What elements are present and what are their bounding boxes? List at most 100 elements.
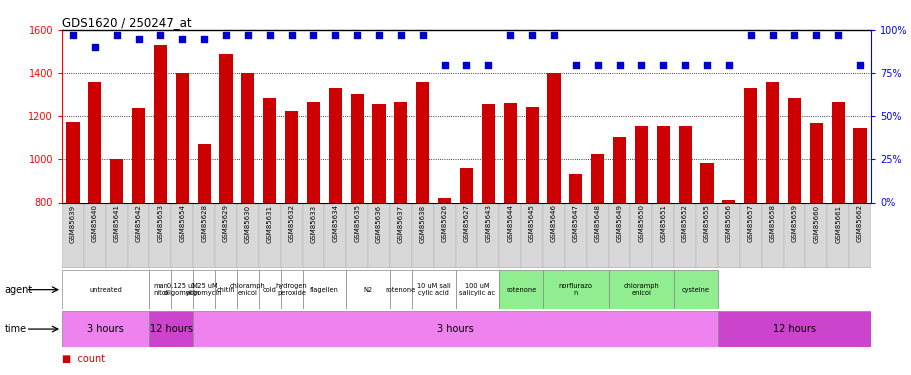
Bar xyxy=(328,88,342,202)
Point xyxy=(721,62,735,68)
Point xyxy=(109,32,124,38)
Point xyxy=(655,62,670,68)
Text: GSM85647: GSM85647 xyxy=(572,204,578,243)
Bar xyxy=(193,311,717,347)
Bar xyxy=(128,202,149,268)
Bar xyxy=(476,202,498,268)
Point xyxy=(633,62,648,68)
Point xyxy=(742,32,757,38)
Point xyxy=(241,32,255,38)
Bar xyxy=(215,270,237,309)
Bar xyxy=(132,108,145,202)
Point xyxy=(262,32,277,38)
Bar xyxy=(171,202,193,268)
Text: GSM85636: GSM85636 xyxy=(375,204,382,243)
Bar xyxy=(412,270,456,309)
Bar xyxy=(456,270,498,309)
Text: GSM85650: GSM85650 xyxy=(638,204,644,243)
Text: 0.125 uM
oligomycin: 0.125 uM oligomycin xyxy=(164,283,200,296)
Text: GSM85629: GSM85629 xyxy=(223,204,229,243)
Bar xyxy=(542,202,564,268)
Bar xyxy=(695,202,717,268)
Bar xyxy=(237,270,259,309)
Bar xyxy=(390,270,412,309)
Point xyxy=(175,36,189,42)
Bar xyxy=(456,202,476,268)
Point xyxy=(197,36,211,42)
Bar xyxy=(412,202,434,268)
Point xyxy=(677,62,691,68)
Bar xyxy=(176,73,189,202)
Point xyxy=(284,32,299,38)
Bar xyxy=(350,94,363,202)
Bar xyxy=(826,202,848,268)
Bar xyxy=(415,82,429,203)
Text: time: time xyxy=(5,324,26,334)
Bar xyxy=(678,126,691,202)
Text: flagellen: flagellen xyxy=(310,286,339,292)
Text: GSM85631: GSM85631 xyxy=(266,204,272,243)
Bar xyxy=(437,198,451,202)
Point xyxy=(372,32,386,38)
Text: GSM85652: GSM85652 xyxy=(681,204,688,242)
Bar xyxy=(149,311,193,347)
Text: GSM85643: GSM85643 xyxy=(485,204,491,243)
Point xyxy=(764,32,779,38)
Bar xyxy=(302,270,346,309)
Text: GSM85626: GSM85626 xyxy=(441,204,447,243)
Text: chloramph
enicol: chloramph enicol xyxy=(230,283,265,296)
Text: GSM85659: GSM85659 xyxy=(791,204,796,243)
Text: cold: cold xyxy=(262,286,276,292)
Bar xyxy=(372,104,385,202)
Text: GSM85654: GSM85654 xyxy=(179,204,185,242)
Bar xyxy=(481,104,495,202)
Bar xyxy=(154,45,167,203)
Text: GSM85648: GSM85648 xyxy=(594,204,600,243)
Text: GDS1620 / 250247_at: GDS1620 / 250247_at xyxy=(62,16,191,29)
Bar xyxy=(67,122,79,202)
Text: GSM85655: GSM85655 xyxy=(703,204,709,242)
Bar xyxy=(263,98,276,202)
Text: GSM85633: GSM85633 xyxy=(310,204,316,243)
Bar xyxy=(285,111,298,202)
Text: GSM85641: GSM85641 xyxy=(114,204,119,243)
Bar xyxy=(568,174,582,202)
Bar xyxy=(306,102,320,202)
Text: GSM85628: GSM85628 xyxy=(201,204,207,243)
Point xyxy=(131,36,146,42)
Text: cysteine: cysteine xyxy=(681,286,710,292)
Bar xyxy=(564,202,586,268)
Bar xyxy=(434,202,456,268)
Point xyxy=(611,62,626,68)
Text: GSM85662: GSM85662 xyxy=(856,204,862,243)
Bar xyxy=(853,128,865,202)
Point xyxy=(852,62,866,68)
Bar xyxy=(149,270,171,309)
Point xyxy=(415,32,430,38)
Bar xyxy=(608,202,630,268)
Bar xyxy=(220,54,232,202)
Bar xyxy=(198,144,210,202)
Text: GSM85639: GSM85639 xyxy=(70,204,76,243)
Point xyxy=(153,32,168,38)
Text: agent: agent xyxy=(5,285,33,295)
Bar xyxy=(368,202,390,268)
Bar xyxy=(88,82,101,203)
Point xyxy=(437,62,452,68)
Point xyxy=(524,32,538,38)
Bar xyxy=(656,126,669,202)
Text: 100 uM
salicylic ac: 100 uM salicylic ac xyxy=(459,283,495,296)
Bar xyxy=(215,202,237,268)
Bar xyxy=(324,202,346,268)
Bar xyxy=(62,311,149,347)
Bar xyxy=(525,106,538,202)
Text: GSM85646: GSM85646 xyxy=(550,204,557,243)
Bar xyxy=(498,270,542,309)
Point xyxy=(306,32,321,38)
Text: GSM85660: GSM85660 xyxy=(813,204,818,243)
Text: GSM85640: GSM85640 xyxy=(92,204,97,243)
Bar xyxy=(237,202,259,268)
Point xyxy=(808,32,823,38)
Bar xyxy=(459,168,473,202)
Bar xyxy=(281,202,302,268)
